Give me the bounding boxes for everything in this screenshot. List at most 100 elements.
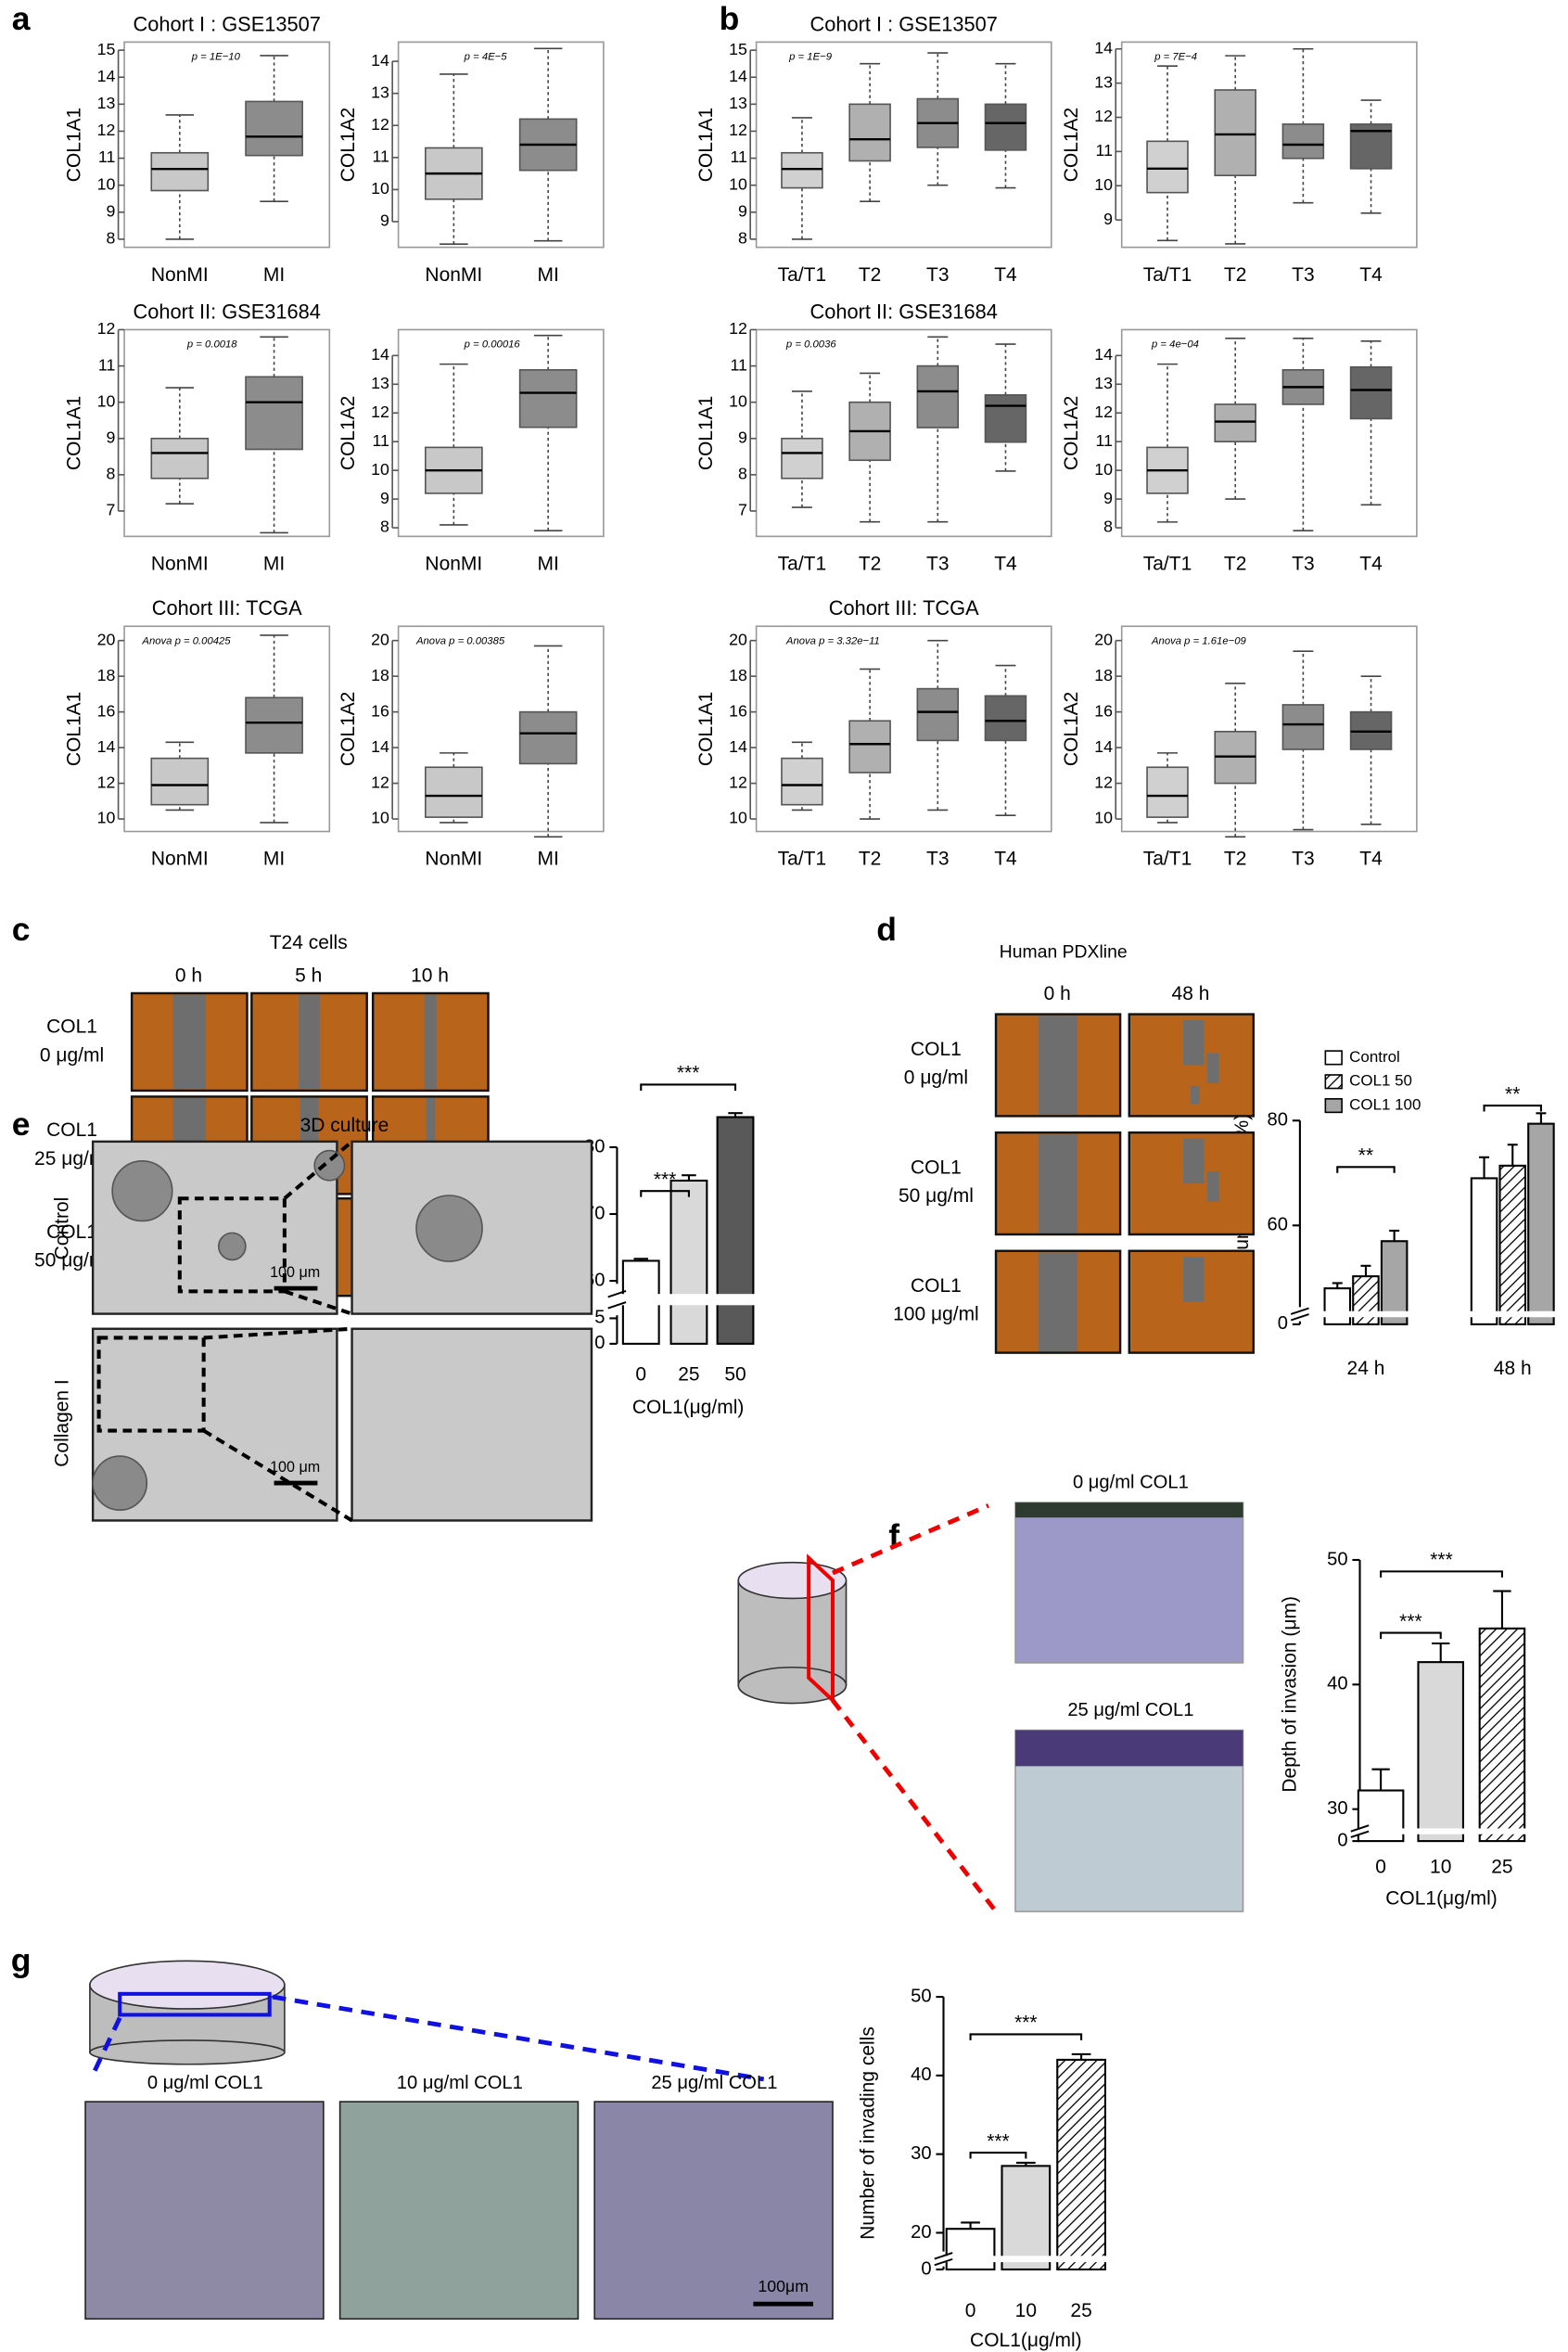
y-tick-label: 30 bbox=[1327, 1798, 1347, 1819]
x-tick-label: 10 bbox=[1430, 1857, 1451, 1878]
y-tick-label: 14 bbox=[1094, 737, 1113, 756]
wound-image-gap bbox=[1206, 1171, 1219, 1202]
axis-break-mark bbox=[934, 2257, 953, 2267]
y-tick-label: 14 bbox=[371, 737, 389, 756]
x-tick-label: MI bbox=[537, 264, 558, 286]
gel-top bbox=[737, 1561, 848, 1600]
wound-image-gap bbox=[1182, 1020, 1205, 1066]
y-tick-label: 0 bbox=[1278, 1313, 1288, 1334]
y-tick-label: 11 bbox=[372, 147, 389, 166]
box bbox=[245, 697, 303, 754]
x-axis-label: COL1(μg/ml) bbox=[1385, 1888, 1498, 1910]
axis-break-mark bbox=[934, 2252, 953, 2260]
y-axis-label: Number of invading cells bbox=[857, 2026, 878, 2240]
plot-frame bbox=[123, 625, 331, 833]
bar bbox=[669, 1179, 708, 1345]
x-tick-label: NonMI bbox=[425, 554, 482, 575]
y-tick-label: 14 bbox=[97, 737, 116, 756]
row-label: 100 μg/ml bbox=[893, 1304, 979, 1325]
x-tick-label: 25 bbox=[1070, 2300, 1091, 2321]
image-label: 0 μg/ml COL1 bbox=[1073, 1472, 1189, 1492]
y-tick-label: 13 bbox=[1094, 72, 1113, 91]
y-tick-label: 12 bbox=[1094, 403, 1113, 421]
plot-frame bbox=[755, 625, 1052, 833]
row-label: COL1 bbox=[46, 1016, 97, 1038]
significance-bracket bbox=[1483, 1105, 1542, 1112]
y-tick-label: 8 bbox=[738, 465, 747, 483]
cell-cluster bbox=[217, 1232, 247, 1261]
annotation: p = 0.00016 bbox=[464, 339, 521, 351]
y-tick-label: 0 bbox=[1337, 1830, 1347, 1850]
bar bbox=[1498, 1164, 1527, 1325]
significance-label: *** bbox=[677, 1063, 700, 1084]
panel-label: a bbox=[12, 0, 31, 37]
panel-title: T24 cells bbox=[270, 932, 348, 953]
x-tick-label: MI bbox=[263, 849, 285, 870]
y-tick-label: 12 bbox=[371, 403, 389, 421]
significance-bracket bbox=[1380, 1631, 1442, 1640]
panel-label: b bbox=[720, 0, 740, 37]
zoom-connector bbox=[284, 1289, 353, 1316]
y-tick-label: 14 bbox=[371, 51, 389, 70]
x-tick-label: NonMI bbox=[425, 849, 482, 870]
box bbox=[245, 376, 303, 451]
x-tick-label: T3 bbox=[1292, 264, 1315, 286]
y-tick-label: 50 bbox=[911, 1986, 931, 2006]
y-tick-label: 16 bbox=[729, 701, 747, 720]
y-tick-label: 7 bbox=[106, 501, 115, 519]
y-tick-label: 13 bbox=[729, 94, 747, 112]
plot-frame bbox=[397, 625, 605, 833]
x-tick-label: 0 bbox=[965, 2300, 976, 2321]
box bbox=[1214, 89, 1256, 177]
x-axis-label: COL1(μg/ml) bbox=[632, 1397, 745, 1418]
annotation: p = 0.0018 bbox=[186, 339, 237, 351]
chart-title: Cohort I : GSE13507 bbox=[134, 12, 321, 35]
y-tick-label: 16 bbox=[1094, 701, 1113, 720]
box bbox=[518, 710, 578, 765]
axis-break bbox=[1350, 1828, 1528, 1834]
box bbox=[984, 103, 1027, 151]
y-tick-label: 8 bbox=[106, 229, 115, 248]
x-tick-label: 0 bbox=[635, 1363, 646, 1385]
y-tick-label: 12 bbox=[1094, 773, 1113, 791]
y-tick-label: 10 bbox=[97, 809, 116, 827]
y-tick-label: 20 bbox=[911, 2222, 931, 2243]
wound-image-gap bbox=[1206, 1053, 1219, 1083]
box bbox=[245, 100, 303, 157]
zoom-box bbox=[177, 1196, 287, 1294]
x-tick-label: Ta/T1 bbox=[1143, 264, 1192, 286]
scale-bar-label: 100 μm bbox=[270, 1264, 320, 1281]
cell-cluster bbox=[92, 1455, 148, 1511]
significance-label: *** bbox=[1430, 1550, 1453, 1571]
y-axis-label: COL1A2 bbox=[338, 692, 359, 767]
axis-break-mark bbox=[1290, 1313, 1309, 1322]
x-tick-label: Ta/T1 bbox=[778, 264, 826, 286]
x-axis-label: COL1(μg/ml) bbox=[970, 2330, 1082, 2351]
y-tick-label: 9 bbox=[106, 428, 115, 446]
y-tick-label: 5 bbox=[594, 1308, 605, 1328]
x-tick-label: 48 h bbox=[1494, 1358, 1532, 1379]
significance-bracket bbox=[969, 2151, 1027, 2159]
y-tick-label: 20 bbox=[729, 630, 747, 648]
x-tick-label: 0 bbox=[1375, 1857, 1386, 1878]
gel-bottom bbox=[89, 2039, 286, 2065]
column-label: 0 h bbox=[175, 965, 202, 987]
x-tick-label: Ta/T1 bbox=[778, 554, 826, 575]
bar bbox=[1478, 1627, 1526, 1843]
wound-image-gap bbox=[299, 994, 320, 1090]
y-tick-label: 11 bbox=[98, 147, 115, 166]
y-tick-label: 13 bbox=[97, 94, 116, 112]
y-axis-label: COL1A1 bbox=[695, 396, 717, 471]
y-tick-label: 10 bbox=[97, 174, 116, 193]
plot-frame bbox=[1120, 41, 1418, 249]
significance-label: *** bbox=[1014, 2013, 1038, 2034]
zoom-connector bbox=[832, 1503, 989, 1576]
significance-label: ** bbox=[1358, 1145, 1373, 1167]
y-tick-label: 14 bbox=[371, 345, 389, 364]
y-tick-label: 12 bbox=[97, 773, 116, 791]
x-tick-label: 25 bbox=[678, 1363, 699, 1385]
annotation: Anova p = 0.00385 bbox=[415, 635, 505, 646]
y-tick-label: 7 bbox=[738, 501, 747, 519]
y-tick-label: 8 bbox=[106, 465, 115, 483]
x-tick-label: T2 bbox=[859, 849, 882, 870]
